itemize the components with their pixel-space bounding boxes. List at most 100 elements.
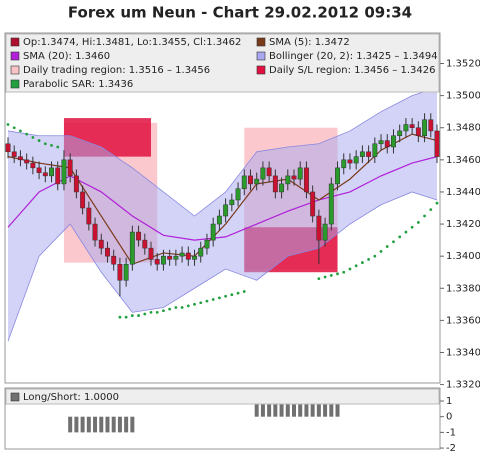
candle-body [353, 156, 359, 164]
indicator-bar [285, 401, 290, 417]
sar-dot [373, 254, 377, 258]
sar-dot [143, 312, 147, 316]
candle-body [260, 167, 266, 180]
sar-dot [323, 275, 327, 279]
candle-body [92, 223, 98, 241]
y-tick-label: 0 [446, 412, 452, 423]
indicator-bar [68, 416, 73, 433]
indicator-bar [80, 416, 85, 433]
legend-label: Daily S/L region: 1.3456 – 1.3426 [269, 65, 435, 76]
plot-area [5, 87, 440, 433]
sar-dot [217, 296, 221, 300]
candle-body [341, 159, 347, 169]
y-tick-label: 1.3480 [446, 123, 480, 134]
candle-body [266, 167, 272, 177]
candle-body [241, 175, 247, 189]
sar-dot [199, 301, 203, 305]
candle-body [322, 223, 328, 241]
candle-body [223, 204, 229, 217]
candle-body [148, 247, 154, 260]
sar-dot [410, 225, 414, 229]
y-tick-label: 1.3340 [446, 347, 480, 358]
sar-dot [43, 142, 47, 146]
candle-body [73, 175, 79, 193]
legend-box [5, 33, 440, 93]
sar-dot [236, 291, 240, 295]
sar-dot [6, 123, 10, 126]
candle-body [185, 252, 191, 260]
sar-dot [130, 314, 134, 317]
indicator-bar [310, 401, 315, 417]
y-tick-label: 1.3520 [446, 59, 480, 70]
sar-dot [435, 201, 439, 205]
sar-dot [354, 264, 358, 268]
bollinger-band [8, 87, 437, 342]
legend-label: Bollinger (20, 2): 1.3425 – 1.3494 [269, 51, 438, 62]
indicator-bar [279, 401, 284, 417]
candle-body [297, 167, 303, 180]
sar-dot [137, 314, 140, 317]
indicator-bar [74, 416, 79, 433]
indicator-bar [267, 401, 272, 417]
indicator-bar [130, 416, 135, 433]
sar-dot [37, 139, 41, 142]
legend-swatch [10, 392, 20, 402]
sar-dot [155, 310, 159, 314]
y-tick-label: 1 [446, 396, 452, 407]
candle-body [173, 255, 179, 260]
indicator-bar [273, 401, 278, 417]
candle-body [154, 259, 160, 265]
indicator-bar [124, 416, 129, 433]
sar-dot [50, 143, 53, 147]
sma5-line [7, 133, 438, 265]
candle-body [86, 207, 92, 225]
legend-swatch [10, 65, 20, 75]
sar-dot [224, 294, 228, 298]
candle-body [167, 255, 173, 260]
indicator-bar [93, 416, 98, 433]
sma20-line [7, 156, 438, 241]
candle-body [366, 151, 372, 157]
legend-label: Daily trading region: 1.3516 – 1.3456 [23, 65, 210, 76]
y-tick-label: 1.3460 [446, 155, 480, 166]
candle-body [179, 252, 185, 257]
legend-swatch [10, 51, 20, 61]
candle-body [285, 175, 291, 185]
sar-dot [149, 310, 153, 314]
candle-body [328, 183, 334, 225]
sar-dot [31, 135, 35, 139]
candle-body [17, 156, 23, 161]
sar-dot [12, 126, 16, 130]
candle-body [129, 231, 135, 265]
sar-dot [336, 272, 339, 276]
candle-body [235, 188, 241, 201]
sar-dot [348, 267, 352, 271]
sar-dot [19, 129, 22, 133]
sar-dot [124, 315, 128, 319]
indicator-bar [298, 401, 303, 417]
candle-body [303, 167, 309, 193]
sar-dot [242, 290, 246, 293]
candle-body [111, 255, 117, 265]
sar-dot [329, 274, 333, 277]
candle-body [192, 255, 197, 260]
sar-dot [423, 214, 426, 218]
sar-dot [385, 245, 389, 248]
sar-dot [118, 315, 122, 319]
y-tick-label: 1.3360 [446, 315, 480, 326]
legend-label: Parabolic SAR: 1.3436 [23, 79, 133, 90]
indicator-bar [117, 416, 122, 433]
y-tick-label: 1.3420 [446, 219, 480, 230]
sar-dot [174, 306, 178, 309]
candle-body [428, 119, 434, 132]
candle-body [67, 159, 73, 177]
candle-body [142, 239, 148, 249]
indicator-bar [111, 416, 116, 433]
sar-dot [56, 145, 60, 149]
y-tick-label: 1.3500 [446, 91, 480, 102]
candle-body [36, 167, 42, 173]
bollinger-upper [7, 87, 438, 217]
indicator-bar [254, 401, 259, 417]
